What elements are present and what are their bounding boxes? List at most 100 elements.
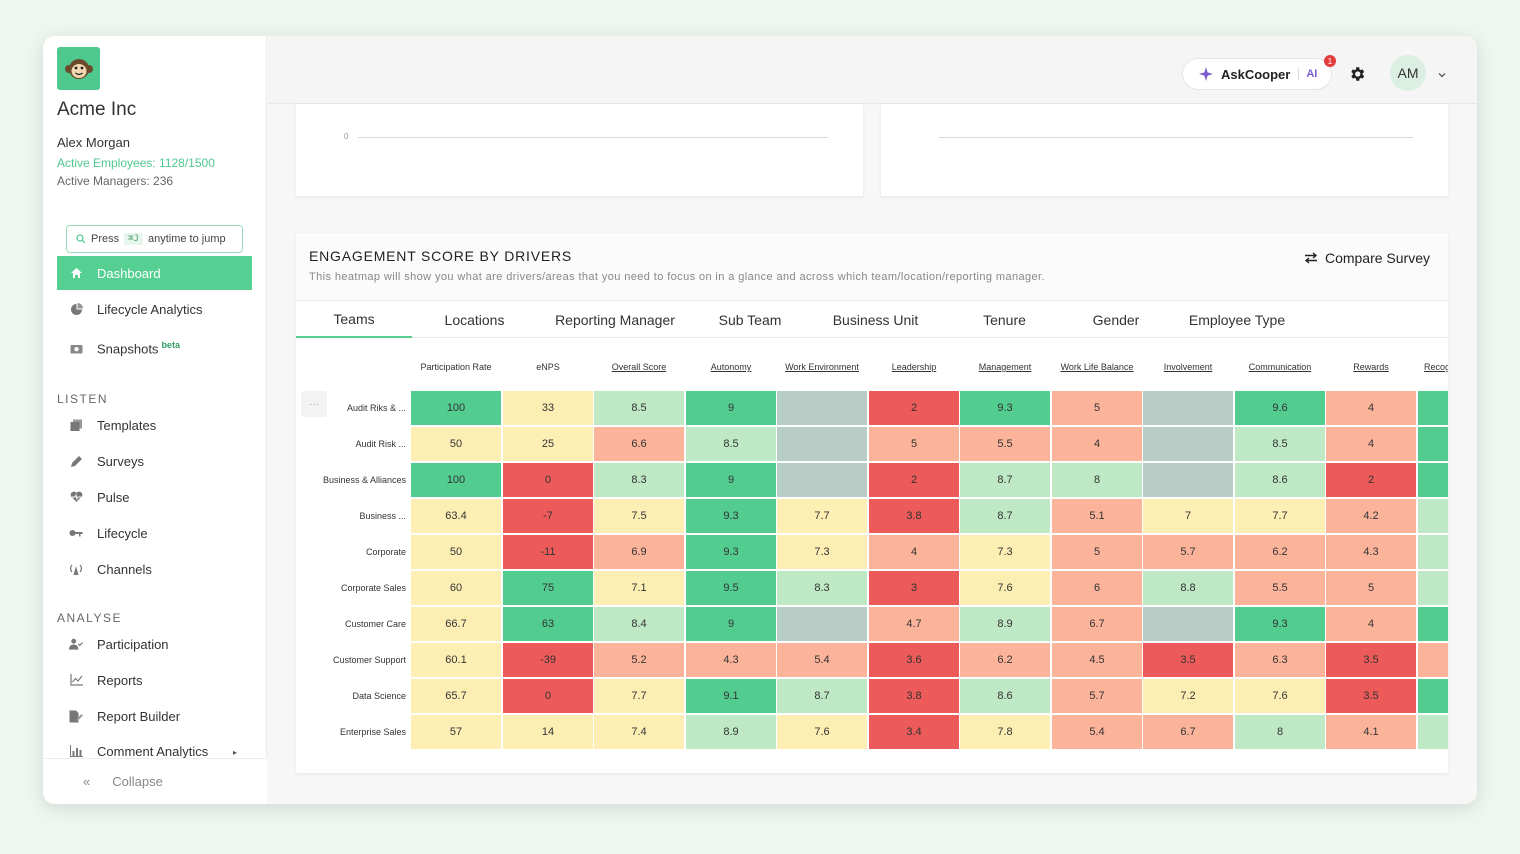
heatmap-cell[interactable]: 9	[686, 607, 776, 641]
heatmap-cell[interactable]: 50	[411, 427, 501, 461]
heatmap-cell[interactable]: 4.3	[1326, 535, 1416, 569]
heatmap-cell[interactable]: 3.8	[869, 499, 959, 533]
heatmap-cell[interactable]: 100	[411, 391, 501, 425]
avatar[interactable]: AM	[1390, 55, 1426, 91]
heatmap-cell[interactable]: 5.5	[960, 427, 1050, 461]
heatmap-cell[interactable]	[1418, 607, 1448, 641]
heatmap-cell[interactable]: 8.7	[777, 679, 867, 713]
heatmap-cell[interactable]	[1418, 427, 1448, 461]
tab-sub-team[interactable]: Sub Team	[718, 312, 782, 328]
heatmap-cell[interactable]: 0	[503, 463, 593, 497]
sidebar-item-reports[interactable]: Reports	[57, 663, 252, 697]
heatmap-cell[interactable]: 9	[686, 463, 776, 497]
sidebar-item-snapshots[interactable]: Snapshots beta	[57, 331, 252, 365]
heatmap-cell[interactable]	[1143, 427, 1233, 461]
heatmap-cell[interactable]: 7.3	[960, 535, 1050, 569]
heatmap-cell[interactable]: 4.5	[1052, 643, 1142, 677]
heatmap-cell[interactable]: 8.8	[1143, 571, 1233, 605]
heatmap-cell[interactable]: 63	[503, 607, 593, 641]
heatmap-cell[interactable]: 57	[411, 715, 501, 749]
heatmap-cell[interactable]: 3.5	[1326, 679, 1416, 713]
heatmap-cell[interactable]: 4.7	[869, 607, 959, 641]
heatmap-cell[interactable]: 3.6	[869, 643, 959, 677]
more-options-button[interactable]: ···	[301, 391, 327, 417]
sidebar-item-pulse[interactable]: Pulse	[57, 480, 252, 514]
tab-reporting-manager[interactable]: Reporting Manager	[555, 312, 675, 328]
heatmap-cell[interactable]: 6.7	[1052, 607, 1142, 641]
sidebar-item-participation[interactable]: Participation	[57, 627, 252, 661]
column-header[interactable]: Overall Score	[611, 362, 667, 372]
tab-teams[interactable]: Teams	[296, 302, 412, 338]
heatmap-cell[interactable]: 9.3	[960, 391, 1050, 425]
collapse-button[interactable]: « Collapse	[43, 758, 267, 804]
heatmap-cell[interactable]	[777, 607, 867, 641]
heatmap-cell[interactable]	[777, 427, 867, 461]
heatmap-cell[interactable]: 8.7	[960, 499, 1050, 533]
heatmap-cell[interactable]: -11	[503, 535, 593, 569]
jump-search[interactable]: Press ⌘J anytime to jump	[66, 225, 243, 253]
heatmap-cell[interactable]: 2	[869, 463, 959, 497]
heatmap-cell[interactable]: 7.6	[1235, 679, 1325, 713]
tab-gender[interactable]: Gender	[1092, 312, 1140, 328]
heatmap-cell[interactable]: 9.6	[1235, 391, 1325, 425]
heatmap-cell[interactable]: 75	[503, 571, 593, 605]
heatmap-cell[interactable]	[1418, 535, 1448, 569]
heatmap-cell[interactable]: 60	[411, 571, 501, 605]
heatmap-cell[interactable]: 9.5	[686, 571, 776, 605]
heatmap-cell[interactable]	[1143, 607, 1233, 641]
heatmap-cell[interactable]: -39	[503, 643, 593, 677]
heatmap-cell[interactable]: 6.9	[594, 535, 684, 569]
sidebar-item-channels[interactable]: Channels	[57, 552, 252, 586]
heatmap-cell[interactable]: 0	[503, 679, 593, 713]
compare-survey-button[interactable]: Compare Survey	[1304, 250, 1430, 266]
gear-icon[interactable]	[1348, 65, 1366, 83]
heatmap-cell[interactable]: 65.7	[411, 679, 501, 713]
heatmap-cell[interactable]	[1418, 463, 1448, 497]
heatmap-cell[interactable]: -7	[503, 499, 593, 533]
sidebar-item-lifecycle-analytics[interactable]: Lifecycle Analytics	[57, 292, 252, 326]
heatmap-cell[interactable]: 4	[1326, 427, 1416, 461]
tab-locations[interactable]: Locations	[444, 312, 505, 328]
heatmap-cell[interactable]: 7.7	[777, 499, 867, 533]
heatmap-cell[interactable]: 5	[869, 427, 959, 461]
heatmap-cell[interactable]: 4	[869, 535, 959, 569]
heatmap-cell[interactable]	[1418, 391, 1448, 425]
heatmap-cell[interactable]: 8.7	[960, 463, 1050, 497]
column-header[interactable]: Recog	[1424, 362, 1448, 372]
heatmap-cell[interactable]: 2	[1326, 463, 1416, 497]
heatmap-cell[interactable]: 8.3	[594, 463, 684, 497]
heatmap-cell[interactable]: 4	[1326, 607, 1416, 641]
column-header[interactable]: Management	[978, 362, 1032, 372]
heatmap-cell[interactable]: 5	[1326, 571, 1416, 605]
heatmap-cell[interactable]: 3.8	[869, 679, 959, 713]
heatmap-cell[interactable]: 5.4	[777, 643, 867, 677]
heatmap-cell[interactable]: 8.4	[594, 607, 684, 641]
heatmap-cell[interactable]: 8	[1235, 715, 1325, 749]
heatmap-cell[interactable]: 3	[869, 571, 959, 605]
heatmap-cell[interactable]: 5	[1052, 391, 1142, 425]
heatmap-cell[interactable]: 9	[686, 391, 776, 425]
heatmap-cell[interactable]: 6.6	[594, 427, 684, 461]
heatmap-cell[interactable]: 3.5	[1326, 643, 1416, 677]
sidebar-item-surveys[interactable]: Surveys	[57, 444, 252, 478]
heatmap-cell[interactable]: 14	[503, 715, 593, 749]
heatmap-cell[interactable]: 8.3	[777, 571, 867, 605]
column-header[interactable]: Work Life Balance	[1060, 362, 1134, 372]
heatmap-cell[interactable]	[777, 391, 867, 425]
sidebar-item-dashboard[interactable]: Dashboard	[57, 256, 252, 290]
heatmap-cell[interactable]: 5	[1052, 535, 1142, 569]
sidebar-item-templates[interactable]: Templates	[57, 408, 252, 442]
sidebar-item-report-builder[interactable]: Report Builder	[57, 699, 252, 733]
heatmap-cell[interactable]: 2	[869, 391, 959, 425]
heatmap-cell[interactable]: 6.2	[1235, 535, 1325, 569]
heatmap-cell[interactable]	[1143, 391, 1233, 425]
company-logo[interactable]	[57, 47, 100, 90]
heatmap-cell[interactable]: 7.7	[594, 679, 684, 713]
heatmap-cell[interactable]: 100	[411, 463, 501, 497]
tab-tenure[interactable]: Tenure	[983, 312, 1026, 328]
heatmap-cell[interactable]: 4.1	[1326, 715, 1416, 749]
heatmap-cell[interactable]: 6.3	[1235, 643, 1325, 677]
heatmap-cell[interactable]	[1418, 679, 1448, 713]
heatmap-cell[interactable]	[1418, 715, 1448, 749]
heatmap-cell[interactable]	[1143, 463, 1233, 497]
